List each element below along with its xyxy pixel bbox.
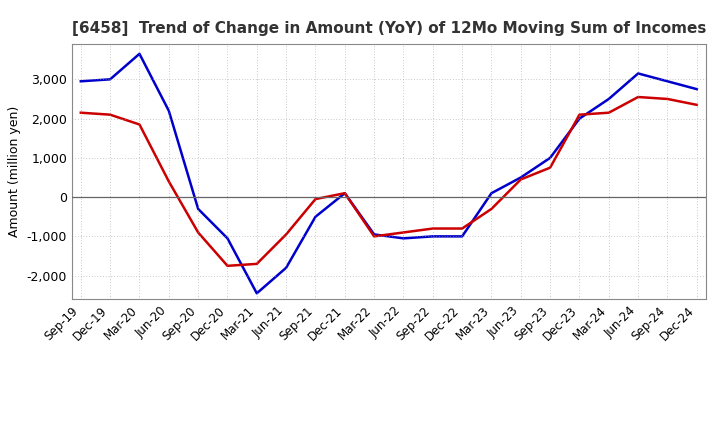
Ordinary Income bbox=[575, 116, 584, 121]
Ordinary Income bbox=[634, 71, 642, 76]
Net Income bbox=[106, 112, 114, 117]
Net Income bbox=[428, 226, 437, 231]
Ordinary Income bbox=[399, 236, 408, 241]
Line: Ordinary Income: Ordinary Income bbox=[81, 54, 697, 293]
Net Income bbox=[282, 232, 290, 237]
Net Income bbox=[516, 177, 525, 182]
Ordinary Income bbox=[370, 232, 379, 237]
Ordinary Income bbox=[135, 51, 144, 56]
Net Income bbox=[135, 122, 144, 127]
Net Income bbox=[164, 179, 173, 184]
Ordinary Income bbox=[458, 234, 467, 239]
Legend: Ordinary Income, Net Income: Ordinary Income, Net Income bbox=[229, 439, 549, 440]
Net Income bbox=[458, 226, 467, 231]
Ordinary Income bbox=[194, 206, 202, 212]
Net Income bbox=[399, 230, 408, 235]
Net Income bbox=[546, 165, 554, 170]
Ordinary Income bbox=[487, 191, 496, 196]
Net Income bbox=[194, 230, 202, 235]
Ordinary Income bbox=[516, 175, 525, 180]
Net Income bbox=[253, 261, 261, 267]
Ordinary Income bbox=[311, 214, 320, 220]
Net Income bbox=[76, 110, 85, 115]
Ordinary Income bbox=[223, 236, 232, 241]
Ordinary Income bbox=[663, 79, 672, 84]
Net Income bbox=[370, 234, 379, 239]
Line: Net Income: Net Income bbox=[81, 97, 697, 266]
Net Income bbox=[575, 112, 584, 117]
Net Income bbox=[605, 110, 613, 115]
Net Income bbox=[223, 263, 232, 268]
Net Income bbox=[663, 96, 672, 102]
Net Income bbox=[311, 196, 320, 202]
Ordinary Income bbox=[106, 77, 114, 82]
Net Income bbox=[693, 102, 701, 107]
Net Income bbox=[634, 94, 642, 99]
Ordinary Income bbox=[693, 87, 701, 92]
Y-axis label: Amount (million yen): Amount (million yen) bbox=[8, 106, 21, 237]
Ordinary Income bbox=[76, 79, 85, 84]
Ordinary Income bbox=[605, 96, 613, 102]
Ordinary Income bbox=[341, 191, 349, 196]
Title: [6458]  Trend of Change in Amount (YoY) of 12Mo Moving Sum of Incomes: [6458] Trend of Change in Amount (YoY) o… bbox=[71, 21, 706, 36]
Net Income bbox=[341, 191, 349, 196]
Net Income bbox=[487, 206, 496, 212]
Ordinary Income bbox=[428, 234, 437, 239]
Ordinary Income bbox=[282, 265, 290, 271]
Ordinary Income bbox=[253, 291, 261, 296]
Ordinary Income bbox=[546, 155, 554, 161]
Ordinary Income bbox=[164, 108, 173, 114]
